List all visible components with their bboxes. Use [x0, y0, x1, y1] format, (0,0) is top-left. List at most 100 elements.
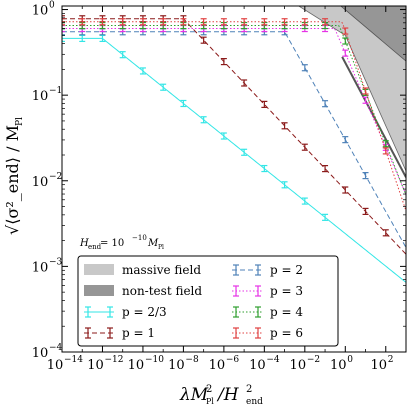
data-point [301, 143, 308, 151]
x-tick-label-exp: −2 [307, 355, 320, 365]
data-point [200, 116, 207, 124]
legend-box [77, 255, 339, 347]
legend-swatch [84, 285, 114, 296]
x-tick-label: 10 [370, 358, 387, 373]
x-axis-label: λM 2 Pl /H 2 end [179, 384, 263, 407]
series-p-2-3 [62, 34, 406, 283]
legend-label: p = 6 [270, 326, 303, 340]
data-point [322, 213, 329, 221]
data-point [342, 37, 349, 45]
y-tick-label: 10 [32, 346, 49, 361]
x-axis-label-sup2: 2 [246, 384, 252, 395]
x-tick-label-exp: −10 [145, 355, 164, 365]
x-tick-label: 10 [168, 358, 185, 373]
legend: massive field non-test field p = 2/3 p = 1 p… [77, 255, 339, 347]
legend-entry-5: p = 3 [232, 284, 303, 298]
data-point [261, 164, 268, 173]
data-point [281, 18, 288, 26]
data-point [241, 79, 248, 87]
data-point [99, 34, 106, 43]
x-axis-label-sub: Pl [206, 397, 214, 406]
series-line [62, 31, 406, 248]
data-point [200, 36, 207, 44]
annotation-sub: end [88, 243, 102, 251]
data-point [382, 140, 389, 148]
annotation-mid: = 10 [100, 238, 124, 249]
x-tick-label: 10 [290, 358, 307, 373]
legend-entry-2: p = 2/3 [84, 305, 167, 319]
x-tick-label-exp: −8 [185, 355, 199, 365]
legend-swatch [84, 264, 114, 275]
series-layer [62, 15, 406, 283]
data-point [119, 51, 126, 59]
x-axis-label-sub2: end [246, 397, 263, 407]
y-tick-label: 10 [32, 89, 49, 104]
data-point [200, 18, 207, 26]
legend-entry-1: non-test field [84, 284, 202, 298]
x-tick-label: 10 [128, 358, 145, 373]
data-point [62, 15, 65, 23]
region-boundary [341, 56, 406, 178]
legend-entry-7: p = 6 [232, 326, 303, 340]
legend-entry-3: p = 1 [84, 326, 155, 340]
x-tick-label-exp: 2 [388, 355, 394, 365]
data-point [281, 122, 288, 130]
data-point [301, 197, 308, 205]
data-point [79, 34, 86, 43]
data-point [281, 181, 288, 189]
x-tick-label: 10 [209, 358, 226, 373]
annotation-tail: M [147, 238, 159, 249]
x-tick-label-exp: −12 [104, 355, 123, 365]
legend-label: p = 4 [270, 305, 303, 319]
legend-label: p = 2/3 [122, 305, 167, 319]
x-axis-label-mid: /H [216, 385, 240, 405]
legend-label: massive field [122, 263, 201, 277]
data-point [322, 100, 329, 108]
x-tick-label: 10 [87, 358, 104, 373]
data-point [180, 18, 187, 26]
data-point [261, 18, 268, 26]
data-point [220, 132, 227, 140]
data-point [220, 18, 227, 26]
data-point [180, 99, 187, 108]
data-point [220, 57, 227, 66]
series-line [62, 25, 406, 196]
legend-entry-0: massive field [84, 263, 201, 277]
y-axis-label-main: √⟨σ²_end⟩ / M [3, 125, 22, 235]
plot-area [62, 6, 406, 283]
data-point [362, 87, 369, 95]
region-non-test-field [340, 6, 406, 62]
annotation-sup: −10 [132, 234, 147, 242]
data-point [342, 27, 349, 35]
x-tick-label-exp: −14 [64, 355, 83, 365]
legend-label: p = 2 [270, 263, 303, 277]
data-point [362, 207, 369, 216]
y-tick-label-exp: −1 [49, 86, 62, 96]
data-point [342, 136, 349, 144]
data-point [139, 18, 146, 26]
data-point [139, 67, 146, 75]
x-axis-label-main: λM [179, 385, 209, 405]
y-tick-label-exp: −3 [49, 257, 63, 267]
series-p-2 [62, 28, 406, 248]
series-p-6 [62, 18, 406, 211]
legend-label: p = 3 [270, 284, 303, 298]
data-point [322, 18, 329, 26]
data-point [241, 18, 248, 26]
data-point [79, 18, 86, 26]
x-tick-label: 10 [330, 358, 347, 373]
series-line [62, 18, 406, 255]
data-point [301, 64, 308, 72]
data-point [261, 100, 268, 108]
plot-frame [61, 5, 407, 353]
shaded-regions [297, 6, 406, 178]
series-p-1 [62, 15, 406, 255]
x-tick-label-exp: −6 [226, 355, 240, 365]
data-point [62, 18, 65, 26]
x-tick-label-exp: 0 [347, 355, 353, 365]
data-point [160, 18, 167, 26]
x-tick-label-exp: −4 [266, 355, 280, 365]
data-point [62, 24, 65, 33]
